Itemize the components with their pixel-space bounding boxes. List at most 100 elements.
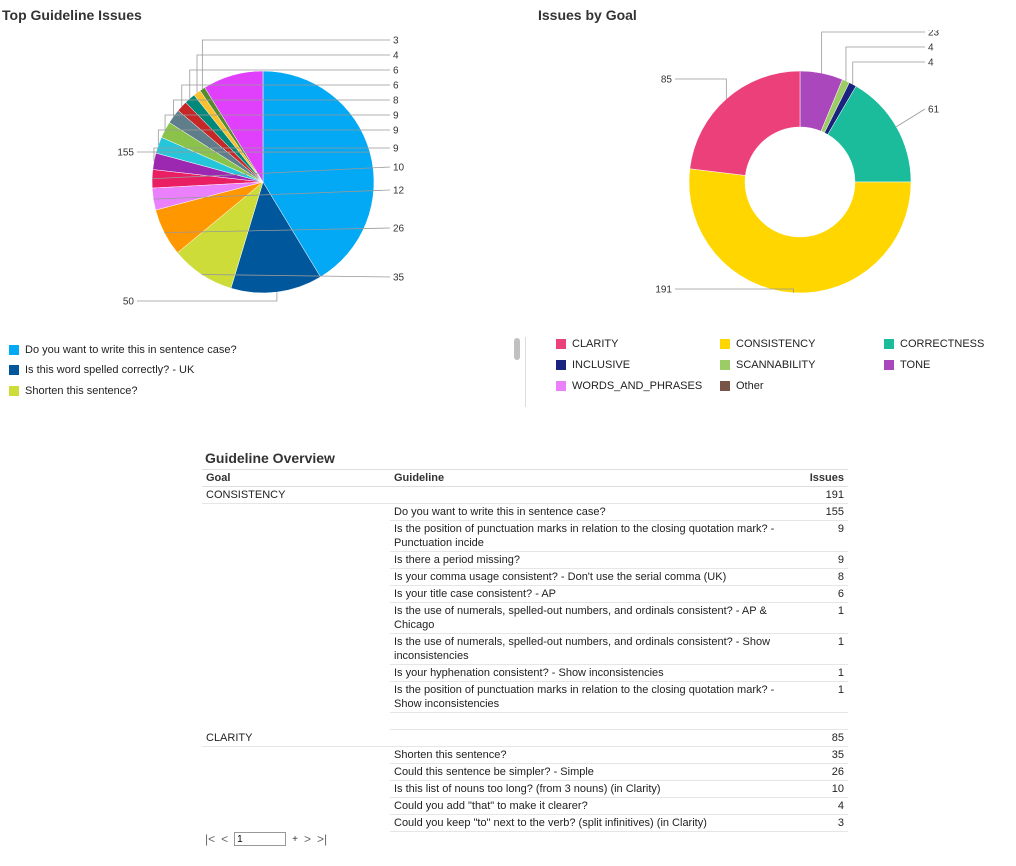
leader-line [675,78,727,99]
legend-label: CLARITY [572,338,619,350]
leader-line [164,227,391,233]
legend-label: Other [736,380,764,392]
table-cell-guideline [390,729,780,747]
table-cell-guideline: Is this list of nouns too long? (from 3 … [390,780,780,798]
legend-swatch [9,345,19,355]
prev-page-icon[interactable]: < [221,832,229,846]
table-cell-issues: 9 [780,520,848,552]
legend-swatch [556,360,566,370]
leader-line [153,147,390,162]
leader-line [181,84,390,107]
legend-item-scannability[interactable]: SCANNABILITY [720,359,815,371]
leader-line [675,288,794,293]
table-row: Could this sentence be simpler? - Simple… [202,763,848,781]
data-label: 8 [393,96,399,107]
table-cell-goal [202,664,390,682]
legend-item-shorten-sentence[interactable]: Shorten this sentence? [9,385,138,397]
table-header-row: Goal Guideline Issues [202,469,848,487]
table-cell-issues: 3 [780,814,848,832]
table-cell-goal [202,602,390,634]
legend-item-spelled-correctly[interactable]: Is this word spelled correctly? - UK [9,364,194,376]
table-cell-goal [202,763,390,781]
legend-label: Is this word spelled correctly? - UK [25,364,195,376]
table-cell-issues: 35 [780,746,848,764]
legend-item-correctness[interactable]: CORRECTNESS [884,338,984,350]
data-label: 26 [393,224,405,235]
legend-label: CORRECTNESS [900,338,985,350]
pie-slice[interactable] [230,181,321,294]
table-cell-guideline: Shorten this sentence? [390,746,780,764]
legend-item-tone[interactable]: TONE [884,359,930,371]
table-row: Is your hyphenation consistent? - Show i… [202,664,848,682]
table-row: Could you keep "to" next to the verb? (s… [202,814,848,832]
table-cell-guideline: Could you keep "to" next to the verb? (s… [390,814,780,832]
leader-line [896,108,926,128]
data-label: 6 [393,66,399,77]
table-cell-guideline: Is the use of numerals, spelled-out numb… [390,602,780,634]
legend-scrollbar[interactable] [509,337,526,407]
table-row: Is the position of punctuation marks in … [202,681,848,713]
legend-item-other[interactable]: Other [720,380,764,392]
issues-by-goal-donut[interactable]: 23 4 4 61 191 85 [520,30,1016,320]
legend-swatch [9,386,19,396]
legend-label: Do you want to write this in sentence ca… [25,344,237,356]
data-label: 4 [393,51,399,62]
table-row: Is there a period missing? 9 [202,551,848,569]
legend-swatch [720,339,730,349]
table-row: CONSISTENCY 191 [202,486,848,504]
last-page-icon[interactable]: >| [317,832,328,846]
column-header-goal[interactable]: Goal [202,469,390,487]
legend-item-inclusive[interactable]: INCLUSIVE [556,359,630,371]
table-row [202,712,848,730]
leader-line [157,129,390,146]
data-label: 155 [117,148,134,159]
data-label: 9 [393,111,399,122]
legend-label: Shorten this sentence? [25,385,138,397]
data-label: 6 [393,81,399,92]
table-cell-issues: 1 [780,602,848,634]
next-page-icon[interactable]: > [303,832,311,846]
data-label: 12 [393,186,405,197]
table-cell-goal [202,585,390,603]
data-label: 23 [928,30,940,39]
table-cell-issues: 155 [780,503,848,521]
legend-swatch [556,381,566,391]
legend-label: TONE [900,359,931,371]
column-header-guideline[interactable]: Guideline [390,469,780,487]
table-cell-guideline: Is there a period missing? [390,551,780,569]
legend-label: SCANNABILITY [736,359,816,371]
table-cell-goal: CONSISTENCY [202,486,390,504]
table-cell-goal [202,520,390,552]
pie-slice[interactable] [688,168,912,294]
column-header-issues[interactable]: Issues [780,469,848,487]
table-cell-issues: 6 [780,585,848,603]
legend-item-consistency[interactable]: CONSISTENCY [720,338,815,350]
table-title: Guideline Overview [205,450,335,466]
left-chart-title: Top Guideline Issues [2,7,142,23]
pie-slice[interactable] [204,70,264,183]
page-number-input[interactable] [234,832,287,846]
leader-line [189,69,390,99]
legend-item-sentence-case[interactable]: Do you want to write this in sentence ca… [9,344,237,356]
table-cell-guideline: Is the use of numerals, spelled-out numb… [390,633,780,665]
legend-item-clarity[interactable]: CLARITY [556,338,618,350]
data-label: 191 [655,285,672,296]
data-label: 35 [393,273,405,284]
page-plus[interactable]: + [292,833,298,845]
data-label: 9 [393,144,399,155]
leader-line [201,39,390,90]
table-cell-goal [202,746,390,764]
legend-item-words-and-phrases[interactable]: WORDS_AND_PHRASES [556,380,702,392]
top-guideline-issues-pie[interactable]: 155 50 35 26 12 10 9 9 9 8 6 6 4 3 [0,30,500,330]
table-row: Is the use of numerals, spelled-out numb… [202,602,848,634]
table-pager: |< < + > >| [205,832,327,846]
table-cell-guideline: Could this sentence be simpler? - Simple [390,763,780,781]
scrollbar-thumb[interactable] [514,338,520,360]
table-row: Is your title case consistent? - AP 6 [202,585,848,603]
first-page-icon[interactable]: |< [205,832,216,846]
pie-slice[interactable] [689,70,801,176]
table-row: Do you want to write this in sentence ca… [202,503,848,521]
table-row: Is your comma usage consistent? - Don't … [202,568,848,586]
leader-line [164,114,390,130]
legend-label: CONSISTENCY [736,338,816,350]
